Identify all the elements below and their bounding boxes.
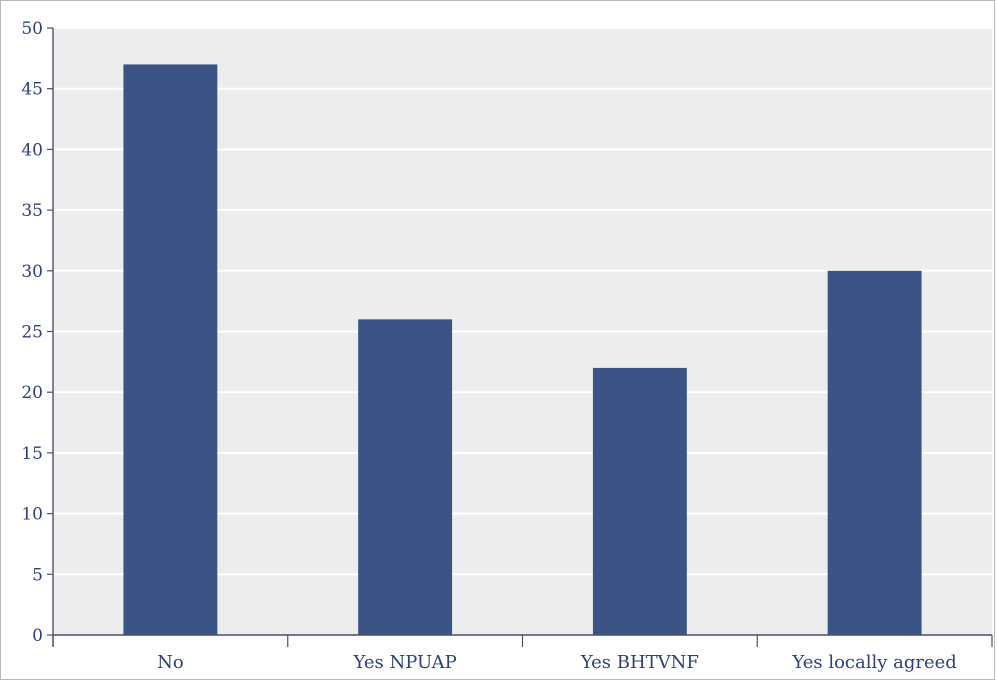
- bars: [123, 64, 922, 636]
- y-tick-label: 25: [21, 323, 43, 343]
- bar-yes-bhtvnf: [592, 367, 687, 635]
- x-category-label: Yes NPUAP: [353, 652, 457, 673]
- y-axis-ticks: 0 5 10 15 20 25 30 35 40 45 50: [21, 19, 53, 646]
- x-category-label: Yes locally agreed: [791, 652, 956, 673]
- y-tick-label: 20: [21, 383, 43, 403]
- y-tick-label: 35: [21, 201, 43, 221]
- y-tick-label: 15: [21, 444, 43, 464]
- x-category-label: Yes BHTVNF: [580, 652, 699, 673]
- bar-yes-npuap: [358, 319, 453, 635]
- y-tick-label: 5: [32, 565, 43, 585]
- axes: [52, 28, 993, 647]
- y-tick-label: 40: [21, 140, 43, 160]
- y-tick-label: 30: [21, 262, 43, 282]
- x-category-label: No: [157, 652, 184, 673]
- bar-no: [123, 64, 218, 636]
- x-axis-categories: No Yes NPUAP Yes BHTVNF Yes locally agreed: [157, 652, 957, 673]
- y-tick-label: 10: [21, 505, 43, 525]
- y-tick-label: 45: [21, 80, 43, 100]
- y-tick-label: 50: [21, 19, 43, 39]
- y-tick-label: 0: [32, 626, 43, 646]
- bar-yes-locally-agreed: [827, 270, 922, 635]
